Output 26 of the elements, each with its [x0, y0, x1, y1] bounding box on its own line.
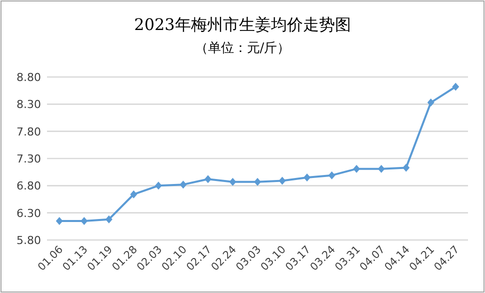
chart-subtitle: （单位：元/斤） [194, 41, 290, 56]
point [304, 174, 311, 182]
point [80, 216, 88, 225]
point [402, 164, 410, 172]
point [229, 178, 236, 186]
point [154, 182, 162, 190]
y-tick-label: 7.80 [16, 125, 41, 138]
point [105, 215, 112, 224]
chart-title: 2023年梅州市生姜均价走势图 [134, 15, 351, 34]
y-tick-label: 8.30 [16, 98, 41, 112]
point [180, 180, 187, 189]
point [204, 175, 212, 184]
point [353, 164, 360, 173]
y-tick-label: 7.30 [16, 152, 41, 166]
point [452, 82, 460, 91]
point [130, 190, 138, 198]
point [328, 171, 336, 180]
y-tick-label: 5.80 [16, 234, 41, 247]
y-tick-label: 6.30 [16, 206, 41, 220]
y-tick-label: 8.80 [16, 71, 41, 84]
point [427, 98, 434, 107]
y-tick-label: 6.80 [16, 180, 41, 193]
point [254, 178, 261, 186]
point [56, 216, 63, 225]
point [278, 176, 286, 185]
point [378, 164, 385, 173]
